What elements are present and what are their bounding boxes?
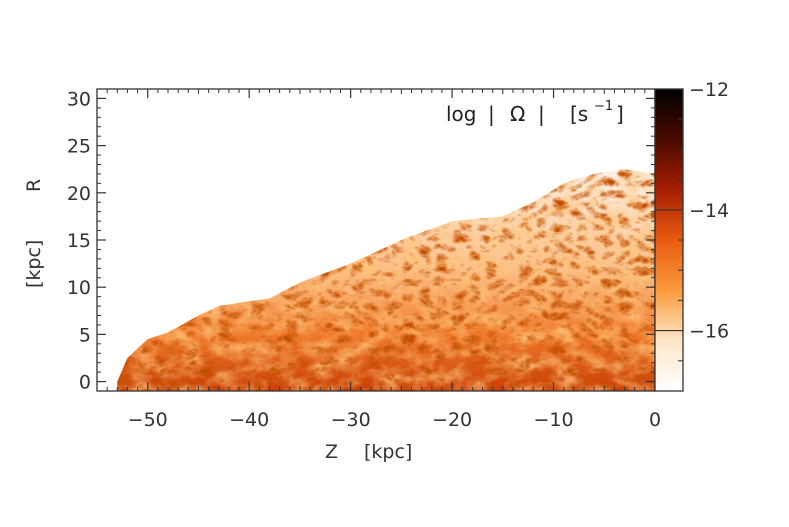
x-tick-label: −20: [432, 409, 472, 431]
annotation-unit-exponent: −1: [594, 99, 613, 114]
quantity-annotation: log | Ω | [s −1 ]: [446, 99, 624, 126]
x-tick-label: −40: [229, 409, 269, 431]
y-axis-label-unit: [kpc]: [23, 240, 45, 288]
y-tick-label: 20: [67, 183, 91, 205]
y-tick-label: 15: [67, 230, 91, 252]
x-tick-label: 0: [649, 409, 661, 431]
x-axis-label: Z [kpc]: [325, 441, 412, 463]
y-tick-label: 30: [67, 88, 91, 110]
y-tick-label: 25: [67, 136, 91, 158]
colorbar-ticks: −12 −14 −16: [655, 79, 729, 362]
annotation-unit-close: ]: [616, 102, 624, 126]
annotation-omega: Ω: [510, 102, 525, 126]
plot-area: [117, 169, 655, 391]
colorbar: −12 −14 −16: [654, 79, 729, 392]
annotation-log: log: [446, 102, 477, 126]
annotation-bar-left: |: [488, 102, 495, 126]
x-tick-label: −10: [533, 409, 573, 431]
annotation-unit-open: [s: [570, 102, 588, 126]
colorbar-tick-label: −16: [689, 321, 729, 343]
x-tick-label: −50: [128, 409, 168, 431]
y-tick-label: 5: [79, 324, 91, 346]
colorbar-tick-label: −14: [689, 200, 729, 222]
y-axis-label: R [kpc]: [23, 179, 45, 288]
y-axis-label-name: R: [23, 179, 45, 192]
annotation-bar-right: |: [538, 102, 545, 126]
x-axis-label-unit: [kpc]: [364, 441, 412, 463]
x-axis-label-name: Z: [325, 441, 338, 463]
y-axis: 0 5 10 15 20 25 30: [67, 88, 655, 394]
vorticity-dark-filaments: [117, 169, 655, 391]
colorbar-tick-label: −12: [689, 79, 729, 101]
y-tick-label: 0: [79, 372, 91, 394]
x-tick-label: −30: [331, 409, 371, 431]
y-tick-label: 10: [67, 277, 91, 299]
